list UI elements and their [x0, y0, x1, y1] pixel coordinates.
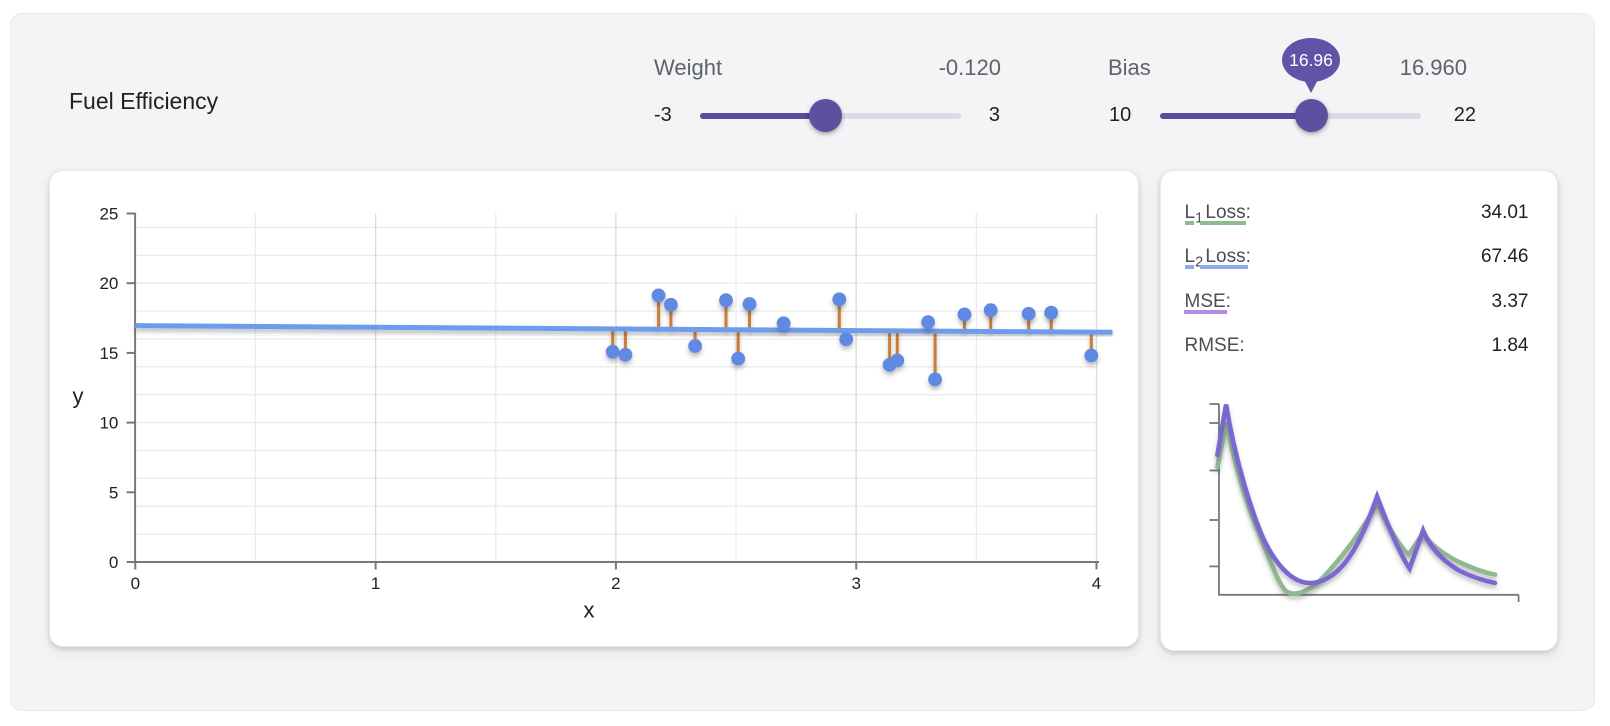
svg-text:y: y — [72, 384, 83, 409]
svg-text:10: 10 — [99, 414, 118, 433]
svg-text:0: 0 — [108, 553, 117, 572]
svg-text:2: 2 — [611, 574, 620, 593]
svg-text:4: 4 — [1091, 574, 1100, 593]
svg-text:20: 20 — [99, 274, 118, 293]
svg-text:x: x — [583, 598, 594, 623]
svg-text:15: 15 — [99, 344, 118, 363]
svg-text:5: 5 — [108, 483, 117, 502]
svg-text:0: 0 — [130, 574, 139, 593]
svg-text:25: 25 — [99, 205, 118, 224]
svg-text:1: 1 — [370, 574, 379, 593]
svg-text:3: 3 — [851, 574, 860, 593]
